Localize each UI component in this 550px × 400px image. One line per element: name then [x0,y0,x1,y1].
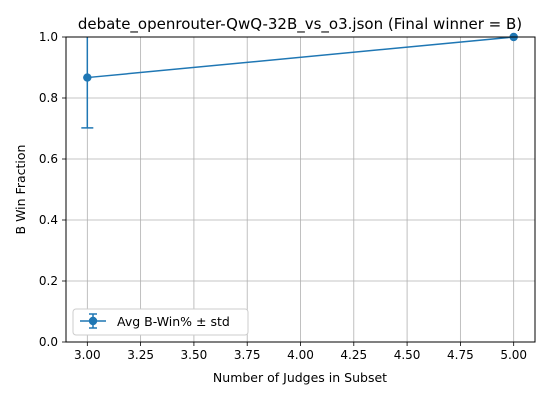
y-tick-label: 0.2 [39,274,58,288]
legend-label: Avg B-Win% ± std [117,314,230,329]
plot-area [65,32,536,343]
legend-box [72,308,249,336]
x-axis: 3.00 3.25 3.50 3.75 4.00 4.25 4.50 4.75 5.00 [74,342,527,362]
chart-title: debate_openrouter-QwQ-32B_vs_o3.json (Fi… [78,15,522,34]
x-tick-label: 3.50 [181,348,208,362]
x-tick-label: 4.00 [287,348,314,362]
x-tick-label: 4.75 [447,348,474,362]
x-tick-label: 3.75 [234,348,261,362]
legend-marker-sample [88,316,98,326]
x-tick-label: 4.25 [340,348,367,362]
y-tick-label: 1.0 [39,30,58,44]
grid [66,36,535,343]
y-tick-label: 0.8 [39,91,58,105]
y-axis: 0.0 0.2 0.4 0.6 0.8 1.0 [39,30,66,349]
x-axis-label: Number of Judges in Subset [213,370,387,385]
series-line [87,37,514,79]
x-tick-label: 5.00 [500,348,527,362]
y-axis-label: B Win Fraction [13,145,28,235]
data-point [83,73,92,82]
y-tick-label: 0.0 [39,335,58,349]
x-tick-label: 3.00 [74,348,101,362]
y-tick-label: 0.6 [39,152,58,166]
series-layer [81,32,518,129]
y-tick-label: 0.4 [39,213,58,227]
x-tick-label: 4.50 [394,348,421,362]
legend: Avg B-Win% ± std [72,308,249,336]
x-tick-label: 3.25 [127,348,154,362]
